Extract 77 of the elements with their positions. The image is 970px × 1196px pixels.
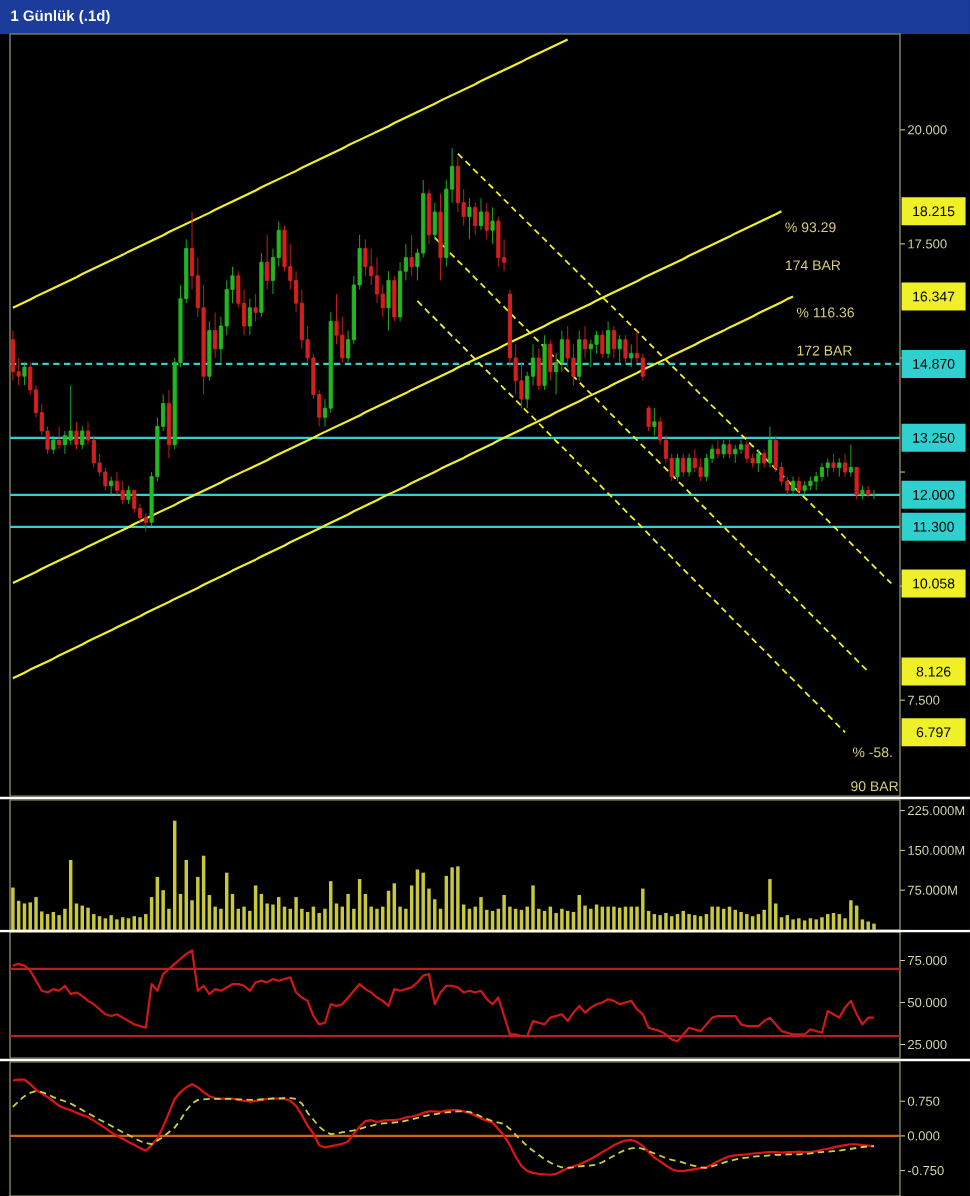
candlestick: [496, 216, 501, 268]
candlestick: [796, 476, 801, 496]
candlestick: [843, 453, 848, 478]
candlestick: [74, 421, 79, 450]
candlestick: [386, 270, 391, 332]
candlestick: [854, 467, 859, 500]
candlestick: [704, 453, 709, 482]
candlestick: [363, 238, 368, 277]
candlestick: [478, 197, 484, 231]
candlestick: [629, 343, 634, 368]
candlestick: [51, 435, 56, 455]
candlestick: [686, 453, 692, 478]
candlestick: [467, 197, 472, 240]
candlestick: [582, 325, 588, 359]
candlestick: [600, 330, 605, 359]
candlestick: [213, 311, 218, 359]
candlestick: [473, 202, 478, 236]
candlestick: [848, 444, 853, 478]
candlestick: [247, 298, 252, 336]
candlestick: [109, 476, 114, 496]
candlestick: [727, 439, 732, 459]
candlestick: [831, 453, 836, 473]
candlestick: [819, 462, 825, 482]
candlestick: [866, 485, 871, 498]
candlestick: [744, 439, 749, 464]
candlestick: [698, 457, 703, 482]
candlestick: [265, 234, 270, 290]
candlestick: [392, 275, 397, 322]
candlestick: [490, 206, 495, 245]
candlestick: [68, 384, 73, 446]
candlestick: [536, 348, 541, 391]
candlestick: [606, 321, 611, 359]
candlestick: [756, 448, 761, 473]
candlestick: [126, 485, 131, 505]
candlestick: [611, 325, 616, 359]
candlestick: [675, 453, 680, 482]
candlestick: [432, 202, 437, 240]
candlestick: [80, 425, 85, 450]
candlestick: [253, 293, 258, 322]
candlestick: [715, 439, 720, 459]
candlestick: [114, 471, 119, 496]
candlestick: [120, 480, 125, 505]
candlestick: [692, 448, 697, 473]
candlestick: [837, 457, 842, 478]
candlestick: [814, 471, 819, 491]
candlestick: [57, 425, 62, 450]
candlestick: [681, 453, 686, 478]
candlestick: [762, 448, 767, 468]
candlestick: [588, 339, 593, 368]
candlestick: [790, 476, 796, 496]
candlestick: [808, 476, 813, 491]
candlestick: [132, 489, 137, 514]
candlestick: [825, 457, 830, 478]
candlestick: [577, 330, 582, 382]
candlestick: [767, 425, 773, 468]
candlestick: [22, 362, 27, 386]
candlestick: [623, 334, 628, 363]
candlestick: [646, 405, 651, 432]
candlestick: [166, 389, 171, 459]
candlestick: [802, 480, 807, 496]
candlestick: [721, 439, 726, 459]
candlestick: [484, 202, 489, 240]
candlestick: [738, 439, 744, 455]
candlestick: [871, 489, 877, 500]
candlestick: [652, 407, 657, 436]
candlestick: [143, 512, 148, 532]
candlestick: [438, 193, 443, 281]
candlestick: [409, 234, 414, 277]
candlestick: [548, 339, 553, 382]
candlestick: [860, 485, 865, 500]
candlestick: [10, 330, 15, 382]
candlestick: [733, 444, 738, 464]
candlestick: [617, 334, 622, 363]
candlestick: [542, 334, 547, 391]
candlestick: [259, 252, 264, 318]
candlestick: [207, 321, 212, 382]
candlestick: [426, 188, 432, 245]
